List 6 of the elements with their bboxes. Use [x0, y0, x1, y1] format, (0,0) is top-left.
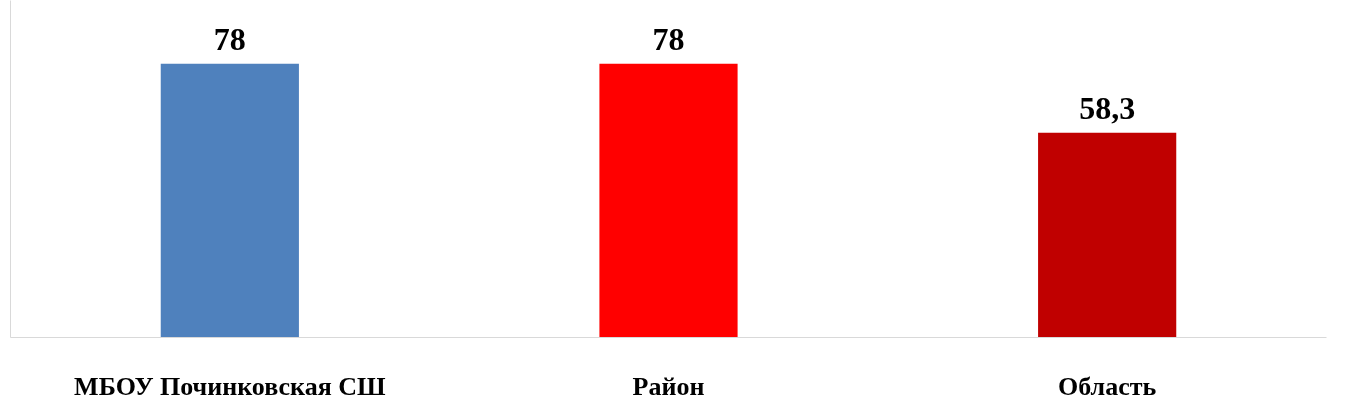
- data-label: 78: [213, 20, 246, 57]
- x-tick-label: МБОУ Починковская СШ: [74, 371, 386, 401]
- data-label: 78: [652, 20, 685, 57]
- x-tick-label: Район: [632, 371, 705, 401]
- data-label: 58,3: [1079, 89, 1136, 126]
- x-tick-label: Область: [1058, 371, 1157, 401]
